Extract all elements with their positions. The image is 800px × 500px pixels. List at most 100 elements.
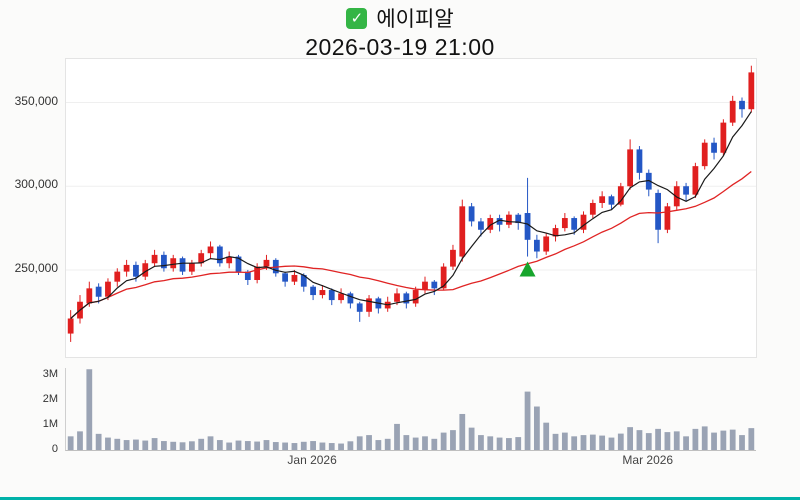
volume-bar [720, 430, 727, 450]
volume-bar [263, 440, 270, 450]
volume-bar [440, 432, 447, 450]
candle-up [729, 100, 736, 123]
volume-bar [580, 435, 587, 450]
candle-up [599, 196, 606, 203]
volume-bar [384, 438, 391, 450]
volume-bar [748, 428, 755, 450]
candle-up [263, 259, 270, 267]
volume-bar [692, 428, 699, 450]
volume-bar [188, 441, 195, 450]
x-axis-tick-label: Jan 2026 [287, 453, 337, 467]
volume-bar [459, 413, 466, 450]
volume-bar [338, 443, 344, 450]
candle-up [86, 288, 93, 304]
volume-bar [450, 430, 456, 450]
volume-bar [198, 438, 205, 450]
volume-bar [244, 441, 251, 450]
price-chart-panel [65, 58, 757, 358]
volume-y-tick-label: 1M [42, 418, 58, 431]
volume-y-tick-label: 3M [42, 368, 58, 381]
candle-up [226, 256, 233, 264]
volume-bar [347, 441, 354, 450]
volume-bar [291, 443, 298, 450]
candle-up [748, 72, 755, 110]
candle-down [216, 246, 223, 264]
candle-down [524, 213, 531, 240]
candle-up [123, 264, 130, 272]
candle-down [235, 256, 242, 272]
check-icon: ✓ [346, 7, 368, 29]
candle-down [403, 293, 410, 304]
volume-bar [300, 441, 307, 450]
volume-bar [142, 440, 149, 450]
volume-bar [123, 440, 130, 450]
volume-bar [133, 439, 139, 450]
volume-bar [627, 427, 634, 450]
candle-down [468, 206, 475, 222]
candle-down [533, 239, 540, 252]
candle-up [114, 271, 121, 282]
volume-bar [235, 440, 242, 450]
candle-down [95, 286, 102, 297]
volume-bar [403, 435, 410, 450]
candle-up [552, 228, 559, 237]
candle-down [356, 303, 363, 312]
volume-bar [366, 435, 372, 450]
candle-up [412, 290, 419, 304]
ma-short-line [70, 111, 752, 319]
ma-long-line [70, 170, 752, 319]
volume-bar [105, 437, 111, 450]
candle-down [347, 293, 354, 304]
volume-bar [543, 422, 550, 450]
candle-down [739, 100, 745, 110]
volume-bar [67, 436, 74, 450]
volume-bar [375, 440, 382, 450]
candle-up [580, 214, 587, 230]
volume-bar [151, 438, 158, 450]
candle-up [701, 142, 708, 167]
volume-bar [608, 437, 615, 450]
candle-up [664, 206, 671, 230]
volume-bar [571, 436, 578, 450]
volume-bar [468, 427, 475, 450]
volume-bar [319, 442, 326, 450]
volume-bar [701, 426, 708, 450]
candle-up [338, 293, 344, 301]
volume-bar [86, 369, 93, 450]
volume-bar [552, 433, 559, 450]
volume-bar [356, 436, 363, 450]
volume-bar [617, 433, 624, 450]
candle-up [720, 122, 727, 153]
candle-up [105, 281, 111, 297]
volume-bar [161, 441, 167, 450]
volume-bar [683, 436, 689, 450]
volume-bar [95, 433, 102, 450]
volume-bar [412, 437, 419, 450]
candle-up [450, 249, 456, 267]
volume-bar-chart [67, 369, 755, 450]
candle-up [440, 266, 447, 289]
volume-bar [487, 436, 494, 450]
candle-up [459, 206, 466, 257]
candle-down [683, 186, 689, 195]
candle-up [561, 218, 568, 229]
candle-up [627, 149, 634, 187]
candle-up [506, 214, 512, 225]
volume-bar [561, 432, 568, 450]
candle-down [711, 142, 717, 153]
candle-up [198, 253, 205, 264]
candle-down [655, 192, 661, 230]
candle-down [133, 264, 139, 277]
candle-up [366, 298, 372, 312]
volume-bar [664, 432, 671, 450]
volume-bar [170, 441, 177, 450]
candle-up [543, 236, 550, 252]
volume-bar [739, 435, 745, 450]
candle-up [67, 318, 74, 334]
candle-down [300, 274, 307, 287]
volume-bar [282, 442, 289, 450]
candle-up [487, 218, 494, 230]
candle-up [692, 166, 699, 195]
x-axis-tick-label: Mar 2026 [622, 453, 674, 467]
